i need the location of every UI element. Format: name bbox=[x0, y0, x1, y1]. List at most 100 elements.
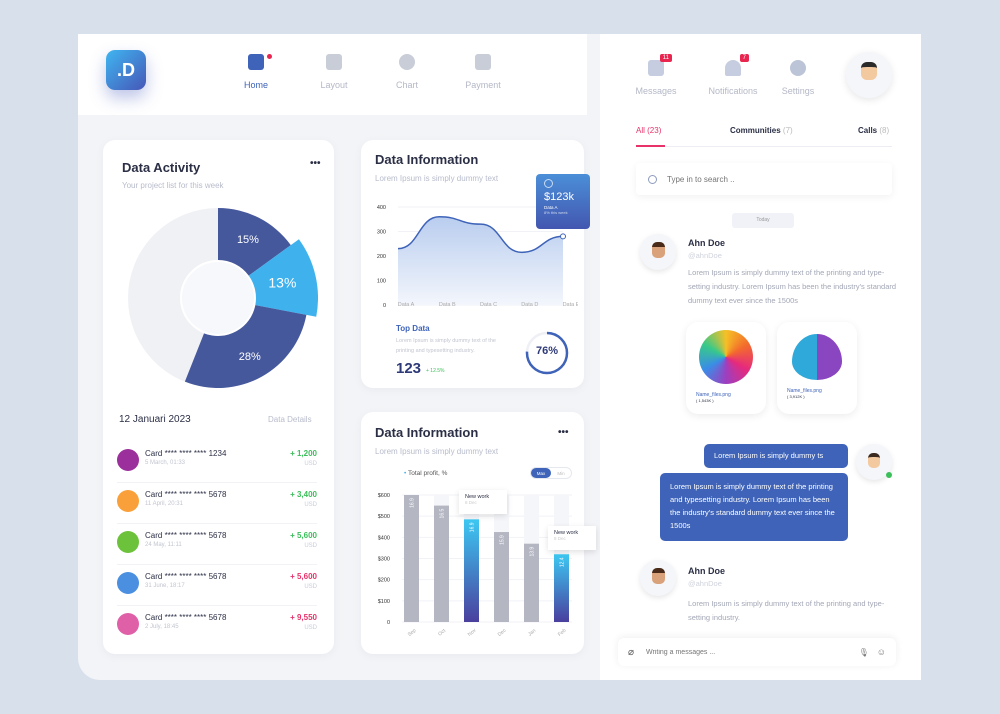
attachment-icon[interactable]: ⌀ bbox=[628, 646, 635, 658]
donut-center bbox=[182, 262, 254, 334]
messages-button[interactable]: 11 Messages bbox=[635, 54, 677, 96]
sender-name: Ahn Doe bbox=[688, 566, 725, 576]
y-tick-label: 200 bbox=[377, 254, 386, 260]
bar-tooltip: New work 8 Dec bbox=[459, 490, 507, 514]
y-tick-label: $100 bbox=[378, 599, 390, 605]
x-tick-label: Data C bbox=[480, 302, 497, 308]
card-icon bbox=[117, 531, 139, 553]
y-tick-label: 300 bbox=[377, 230, 386, 236]
legend-dot: • bbox=[404, 470, 408, 477]
x-tick-label: Data D bbox=[521, 302, 538, 308]
card-subtitle: Your project list for this week bbox=[122, 181, 224, 190]
max-min-toggle: Max Min bbox=[530, 467, 572, 479]
top-data-value: 123 bbox=[396, 360, 422, 377]
y-tick-label: $400 bbox=[378, 535, 390, 541]
more-menu-button[interactable]: ••• bbox=[310, 158, 321, 169]
sender-avatar[interactable] bbox=[640, 560, 676, 596]
y-tick-label: 0 bbox=[383, 303, 386, 309]
card-subtitle: Lorem Ipsum is simply dummy text bbox=[375, 447, 499, 456]
bar bbox=[494, 532, 509, 622]
active-tab-indicator bbox=[636, 145, 665, 147]
bar bbox=[554, 554, 569, 622]
tabs-divider bbox=[636, 146, 892, 147]
settings-button[interactable]: Settings bbox=[770, 60, 826, 96]
tab-calls[interactable]: Calls (8) bbox=[858, 126, 890, 135]
currency: USD bbox=[304, 461, 317, 467]
bar-value-label: 16.9 bbox=[410, 498, 416, 508]
file-attachment[interactable]: Name_files.png( 3,912K ) bbox=[777, 322, 857, 414]
y-tick-label: 0 bbox=[387, 620, 390, 626]
sender-avatar[interactable] bbox=[640, 234, 676, 270]
x-tick-label: Oct bbox=[437, 628, 447, 638]
bell-icon: 7 bbox=[725, 54, 749, 76]
nav-payment[interactable]: Payment bbox=[453, 54, 513, 90]
card-number: Card **** **** **** 5678 bbox=[145, 490, 227, 499]
avatar-face bbox=[861, 62, 877, 80]
y-tick-label: $600 bbox=[378, 493, 390, 499]
nav-chart[interactable]: Chart bbox=[377, 54, 437, 90]
emoji-icon[interactable]: ☺ bbox=[876, 647, 886, 657]
microphone-icon[interactable]: 🎙 bbox=[858, 647, 869, 657]
transaction-row[interactable]: Card **** **** **** 1234 5 March, 01:33 … bbox=[117, 446, 317, 486]
message-input[interactable] bbox=[646, 648, 859, 656]
flower-logo-image bbox=[699, 330, 753, 384]
transaction-amount: + 5,600 bbox=[290, 531, 317, 540]
transaction-date: 2 July, 18:45 bbox=[145, 624, 179, 630]
y-tick-label: 400 bbox=[377, 205, 386, 211]
more-menu-button[interactable]: ••• bbox=[558, 427, 569, 438]
area-fill bbox=[398, 216, 563, 305]
search-box[interactable] bbox=[636, 163, 892, 195]
bar-chart: 0 $100 $200 $300 $400 $500 $600 16.9 Sep 16.5 Oct 1… bbox=[378, 493, 572, 638]
data-details-link[interactable]: Data Details bbox=[268, 415, 312, 424]
transaction-amount: + 5,600 bbox=[290, 572, 317, 581]
bar-value-label: 16.9 bbox=[470, 522, 476, 532]
donut-label: 28% bbox=[239, 351, 261, 363]
tab-all[interactable]: All (23) bbox=[636, 126, 662, 135]
user-avatar[interactable] bbox=[846, 52, 892, 98]
transaction-row[interactable]: Card **** **** **** 5678 11 April, 20:31… bbox=[117, 487, 317, 527]
transaction-row[interactable]: Card **** **** **** 5678 24 May, 11:11 +… bbox=[117, 528, 317, 568]
transaction-row[interactable]: Card **** **** **** 5678 31 June, 18:17 … bbox=[117, 569, 317, 609]
top-data-text: Lorem Ipsum is simply dummy text of the … bbox=[396, 338, 496, 354]
ring-progress bbox=[525, 331, 569, 375]
file-attachment[interactable]: Name_files.png( 1,543K ) bbox=[686, 322, 766, 414]
card-icon bbox=[117, 613, 139, 635]
transaction-date: 24 May, 11:11 bbox=[145, 542, 182, 548]
card-title: Data Information bbox=[375, 425, 479, 440]
message-text: Lorem Ipsum is simply dummy text of the … bbox=[688, 268, 897, 305]
notifications-button[interactable]: 7 Notifications bbox=[708, 54, 758, 96]
donut-label: 15% bbox=[237, 234, 259, 246]
bar bbox=[434, 505, 449, 622]
toggle-max[interactable]: Max bbox=[531, 468, 551, 478]
logo[interactable]: .D bbox=[106, 50, 146, 90]
progress-ring bbox=[525, 331, 569, 375]
nav-home[interactable]: Home bbox=[226, 54, 286, 90]
toggle-min[interactable]: Min bbox=[557, 471, 565, 476]
x-tick-label: Sep bbox=[407, 627, 418, 637]
tab-communities[interactable]: Communities (7) bbox=[730, 126, 793, 135]
x-tick-label: Data E bbox=[563, 302, 578, 308]
currency: USD bbox=[304, 502, 317, 508]
sender-handle: @ahnDoe bbox=[688, 251, 722, 260]
search-input[interactable] bbox=[667, 174, 867, 184]
my-avatar[interactable] bbox=[856, 444, 892, 480]
day-separator: Today bbox=[732, 213, 794, 228]
transaction-row[interactable]: Card **** **** **** 5678 2 July, 18:45 +… bbox=[117, 610, 317, 650]
currency: USD bbox=[304, 584, 317, 590]
bar-value-label: 13.9 bbox=[530, 547, 536, 557]
home-icon bbox=[248, 54, 264, 70]
x-tick-label: Data B bbox=[439, 302, 456, 308]
x-tick-label: Data A bbox=[398, 302, 415, 308]
top-data-change: + 12.5% bbox=[426, 368, 445, 374]
heart-logo-image bbox=[792, 334, 842, 380]
nav-layout[interactable]: Layout bbox=[304, 54, 364, 90]
chart-tooltip: $123k Data A 8% this week bbox=[536, 174, 590, 229]
sent-message: Lorem Ipsum is simply dummy ts bbox=[704, 444, 848, 468]
y-tick-label: $200 bbox=[378, 578, 390, 584]
bar-value-label: 12.4 bbox=[560, 557, 566, 567]
top-nav bbox=[78, 34, 587, 115]
message-composer: ⌀ 🎙 ☺ bbox=[618, 638, 896, 666]
card-number: Card **** **** **** 5678 bbox=[145, 572, 227, 581]
x-tick-label: Nov bbox=[467, 627, 478, 638]
layout-icon bbox=[326, 54, 342, 70]
